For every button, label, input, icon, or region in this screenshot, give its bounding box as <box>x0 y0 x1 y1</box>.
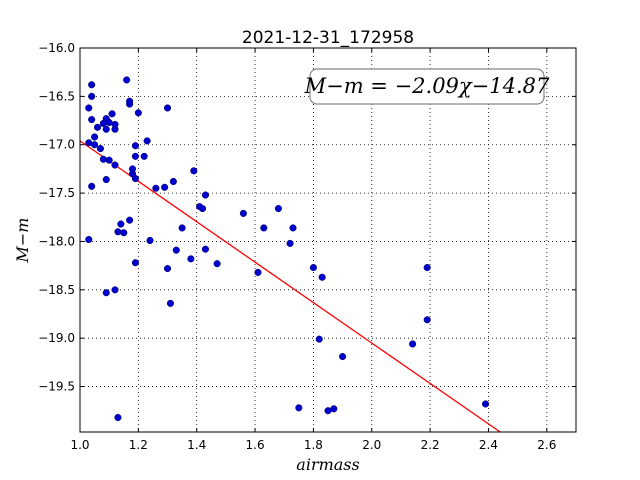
y-tick-label: −18.0 <box>38 234 75 248</box>
data-point <box>134 109 142 117</box>
data-point <box>201 245 210 253</box>
data-point <box>85 235 93 244</box>
fit-line-group <box>79 140 501 433</box>
data-point <box>172 246 180 254</box>
data-point <box>88 116 96 124</box>
data-point <box>146 236 154 245</box>
data-point <box>315 335 323 343</box>
data-point <box>91 141 99 149</box>
data-point <box>102 289 110 297</box>
plot-area <box>80 48 576 432</box>
data-point <box>88 92 96 100</box>
data-point <box>114 228 122 236</box>
data-point <box>166 299 174 307</box>
y-tick-label: −17.5 <box>38 186 75 200</box>
data-point <box>102 125 110 133</box>
data-point <box>339 353 347 361</box>
data-point <box>423 316 431 324</box>
data-point <box>260 224 268 232</box>
data-point <box>88 81 96 89</box>
data-point <box>117 220 125 228</box>
data-point <box>88 182 96 190</box>
data-point <box>128 165 137 173</box>
data-point <box>239 209 247 217</box>
x-tick-label: 1.8 <box>304 438 323 452</box>
x-tick-label: 1.2 <box>129 438 148 452</box>
data-point <box>274 205 282 213</box>
annotation-frame <box>309 68 545 105</box>
data-point <box>423 264 431 272</box>
data-point <box>123 76 131 84</box>
data-point <box>213 260 221 268</box>
data-point <box>102 175 110 184</box>
data-point <box>198 205 207 213</box>
y-tick-label: −18.5 <box>38 283 75 297</box>
data-point <box>201 191 210 199</box>
data-point <box>111 161 119 169</box>
data-point <box>309 264 317 272</box>
data-point <box>126 216 134 224</box>
x-tick-label: 2.0 <box>362 438 381 452</box>
data-point <box>187 255 195 263</box>
y-tick-label: −19.5 <box>38 380 75 394</box>
y-axis-label: M−m <box>13 218 32 264</box>
data-point <box>131 175 139 183</box>
data-point <box>85 104 93 112</box>
data-point <box>190 167 198 175</box>
data-point <box>318 273 326 281</box>
x-tick-label: 2.2 <box>421 438 440 452</box>
data-point <box>163 264 172 273</box>
data-point <box>93 123 102 131</box>
data-point <box>131 142 139 150</box>
data-point <box>111 120 119 128</box>
data-point <box>286 239 294 247</box>
data-point <box>131 152 139 160</box>
fit-line <box>79 140 501 433</box>
data-point <box>91 133 99 141</box>
data-point <box>163 104 172 112</box>
data-point <box>131 259 139 267</box>
data-point <box>152 184 160 192</box>
data-point <box>111 286 119 294</box>
data-point <box>140 152 148 160</box>
y-tick-label: −19.0 <box>38 331 75 345</box>
x-tick-label: 2.6 <box>537 438 556 452</box>
data-point <box>161 183 169 191</box>
y-tick-label: −16.0 <box>38 41 75 55</box>
axis-ticks: 1.0 1.2 1.4 1.6 1.8 2.0 2.2 2.4 2.6 −16.0 −16.5 −17… <box>38 41 576 452</box>
data-point <box>254 268 262 276</box>
data-points <box>85 76 490 422</box>
y-tick-label: −17.0 <box>38 138 75 152</box>
data-point <box>143 137 151 145</box>
data-point <box>120 229 128 237</box>
data-point <box>330 405 338 413</box>
x-tick-label: 2.4 <box>479 438 498 452</box>
data-point <box>114 413 122 422</box>
chart-title: 2021-12-31_172958 <box>242 28 414 48</box>
data-point <box>108 110 116 118</box>
data-point <box>126 97 134 105</box>
data-point <box>96 145 104 153</box>
x-axis-label: airmass <box>296 455 359 474</box>
data-point <box>482 400 490 408</box>
x-tick-label: 1.6 <box>246 438 265 452</box>
data-point <box>99 155 107 163</box>
fit-equation: M−m = −2.09χ−14.87 <box>304 74 550 98</box>
y-tick-label: −16.5 <box>38 89 75 103</box>
x-tick-label: 1.4 <box>187 438 206 452</box>
annotation-box: M−m = −2.09χ−14.87 <box>304 68 550 105</box>
data-point <box>105 156 113 164</box>
plot-frame <box>79 47 577 433</box>
data-point <box>289 224 297 232</box>
x-tick-label: 1.0 <box>70 438 89 452</box>
data-point <box>295 404 303 412</box>
data-point <box>409 340 417 348</box>
data-point <box>169 177 177 186</box>
data-point <box>178 224 186 232</box>
